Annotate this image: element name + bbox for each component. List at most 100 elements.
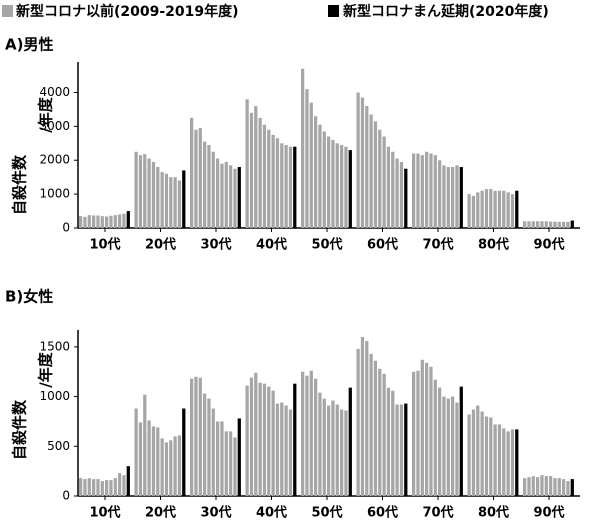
bar xyxy=(570,220,574,228)
bar xyxy=(544,221,548,228)
bar xyxy=(284,405,288,496)
bar xyxy=(331,139,335,228)
bar xyxy=(557,478,561,496)
bar xyxy=(340,409,344,496)
bar xyxy=(484,416,489,496)
bar xyxy=(122,475,126,496)
x-tick-label: 50代 xyxy=(311,505,342,521)
y-tick-label: 1000 xyxy=(39,187,70,201)
bar xyxy=(459,167,463,228)
bar xyxy=(515,190,519,228)
bar xyxy=(143,154,147,228)
x-tick-label: 60代 xyxy=(367,237,398,253)
bar xyxy=(138,422,143,496)
bar xyxy=(420,155,424,228)
bar xyxy=(433,379,437,496)
bar xyxy=(87,215,91,228)
bar xyxy=(527,221,531,228)
bar xyxy=(271,134,275,228)
bar xyxy=(109,215,113,228)
bar xyxy=(96,479,100,496)
bar xyxy=(531,221,535,228)
bar xyxy=(156,427,160,496)
bar xyxy=(258,382,262,496)
bar xyxy=(540,475,544,496)
x-tick-label: 20代 xyxy=(145,237,176,253)
bar xyxy=(553,221,557,228)
bar xyxy=(126,466,130,496)
bar xyxy=(198,377,202,496)
bar xyxy=(570,479,574,496)
bar xyxy=(549,476,553,496)
bar xyxy=(412,153,416,228)
bar xyxy=(275,403,280,496)
bar xyxy=(194,376,198,496)
bar xyxy=(318,124,322,228)
bar xyxy=(540,221,544,228)
bar xyxy=(471,409,476,496)
bar xyxy=(391,390,395,496)
legend-swatch xyxy=(328,5,339,17)
bar xyxy=(502,428,506,496)
bar xyxy=(348,387,352,496)
bar xyxy=(386,387,391,496)
y-tick-label: 0 xyxy=(62,489,70,503)
bar xyxy=(386,146,391,228)
bar xyxy=(229,431,233,496)
bar xyxy=(523,221,527,228)
bar xyxy=(382,136,386,228)
bar xyxy=(309,102,313,228)
x-tick-label: 90代 xyxy=(533,237,564,253)
bar xyxy=(122,213,126,228)
y-axis-label: /年度 xyxy=(37,351,55,387)
x-tick-label: 30代 xyxy=(200,237,231,253)
bar xyxy=(267,386,271,496)
x-tick-label: 10代 xyxy=(89,505,120,521)
x-tick-label: 90代 xyxy=(533,505,564,521)
bar xyxy=(433,155,437,228)
bar xyxy=(288,409,293,496)
bar xyxy=(344,146,348,228)
bar xyxy=(233,437,237,496)
bar xyxy=(365,340,369,496)
bar xyxy=(536,477,540,496)
bar xyxy=(527,477,531,496)
bar xyxy=(207,398,211,496)
bar xyxy=(267,129,271,228)
bar xyxy=(369,353,373,496)
bar xyxy=(92,479,96,496)
bar xyxy=(271,390,275,496)
bar xyxy=(471,195,476,228)
bar xyxy=(327,405,331,496)
bar xyxy=(480,411,484,496)
bar xyxy=(203,141,207,228)
bar xyxy=(79,478,83,496)
bar xyxy=(156,167,160,228)
bar xyxy=(164,442,169,496)
bar xyxy=(190,117,194,228)
bar xyxy=(113,215,117,228)
bar xyxy=(293,383,297,496)
y-tick-label: 1500 xyxy=(39,339,70,353)
bar xyxy=(497,424,502,496)
bar xyxy=(109,480,113,496)
legend-label: 新型コロナ以前(2009-2019年度) xyxy=(16,3,239,20)
bar xyxy=(314,116,318,228)
bar xyxy=(301,68,305,228)
bar xyxy=(220,421,224,496)
bar xyxy=(497,190,502,228)
bar xyxy=(438,160,442,228)
bar xyxy=(360,97,365,228)
bar xyxy=(395,158,399,228)
bar xyxy=(237,167,241,228)
bar xyxy=(356,348,360,496)
bar xyxy=(305,89,309,228)
bar xyxy=(96,215,100,228)
bar xyxy=(510,194,515,228)
y-tick-label: 3000 xyxy=(39,119,70,133)
bar xyxy=(105,216,109,228)
bar xyxy=(83,216,87,228)
bar xyxy=(173,436,177,496)
bar xyxy=(245,99,249,228)
